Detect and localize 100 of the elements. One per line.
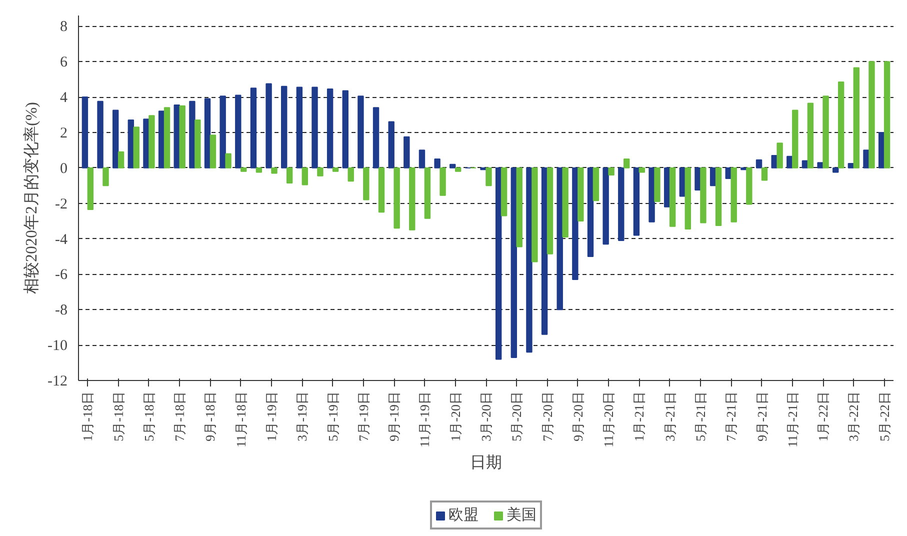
y-tick-label: -8 (55, 302, 68, 319)
bar (730, 167, 737, 222)
bar (409, 167, 416, 230)
bar (633, 167, 640, 236)
bar (807, 102, 814, 168)
bar (102, 167, 109, 186)
bar (317, 167, 324, 176)
bar (256, 167, 262, 173)
bar (348, 167, 354, 182)
x-tick-label: 1月-22日 (816, 391, 831, 442)
bar (332, 167, 339, 172)
bar (454, 167, 462, 172)
bar (271, 167, 278, 174)
bar (97, 100, 104, 168)
bar (654, 167, 660, 202)
y-axis-title: 相较2020年2月的变化率(%) (22, 102, 41, 294)
x-tick-label: 1月-19日 (264, 391, 280, 442)
bar (342, 90, 348, 168)
bar (700, 167, 706, 224)
bar (532, 167, 538, 262)
y-tick-label: 4 (60, 90, 68, 106)
bar (853, 67, 860, 168)
y-tick-label: -4 (55, 232, 68, 248)
x-tick-label: 11月-18日 (233, 391, 248, 448)
bar (669, 167, 676, 227)
bar (133, 126, 140, 168)
bar (792, 110, 798, 168)
bar (281, 86, 288, 168)
bar (618, 167, 624, 242)
x-tick-label: 7月-19日 (356, 391, 371, 442)
bar (179, 105, 186, 168)
bar (235, 94, 242, 168)
bar (204, 98, 211, 168)
bar (572, 167, 578, 280)
bar (164, 107, 170, 168)
y-tick-label: 8 (60, 19, 68, 36)
bar (210, 134, 216, 168)
bar (424, 167, 431, 219)
bar (715, 167, 722, 226)
y-tick-label: 2 (60, 125, 68, 142)
bar (624, 158, 630, 168)
bar (786, 156, 793, 168)
bar (608, 167, 614, 176)
bar (404, 136, 410, 168)
y-tick-label: -12 (48, 374, 68, 390)
bar (822, 96, 829, 168)
x-tick-label: 7月-20日 (540, 391, 555, 442)
bar (863, 150, 870, 168)
x-tick-label: 9月-21日 (754, 391, 770, 442)
x-tick-label: 1月-21日 (632, 391, 647, 442)
bar (868, 61, 875, 168)
bar (848, 162, 854, 168)
bar (746, 167, 752, 205)
x-axis-title: 日期 (470, 453, 502, 472)
x-tick-label: 9月-19日 (386, 391, 402, 442)
bar (592, 167, 600, 202)
y-tick-label: 6 (60, 54, 68, 71)
x-tick-label: 1月-18日 (80, 391, 96, 442)
x-tick-label: 5月-22日 (876, 391, 892, 442)
bar (128, 120, 134, 168)
bar (286, 167, 293, 184)
bar (526, 167, 532, 353)
x-tick-label: 3月-22日 (846, 391, 862, 442)
bar (194, 120, 201, 168)
bar (684, 167, 691, 230)
bar (486, 167, 492, 186)
bar (148, 115, 155, 168)
bar (82, 96, 88, 168)
bar (495, 167, 502, 360)
x-tick-label: 5月-21日 (692, 391, 708, 442)
x-tick-label: 5月-18日 (141, 391, 156, 442)
bar (302, 167, 308, 186)
bar (500, 167, 508, 216)
x-tick-label: 11月-19日 (417, 391, 432, 448)
x-tick-label: 9月-20日 (570, 391, 586, 442)
bar (817, 162, 824, 168)
y-tick-label: -10 (48, 338, 68, 354)
bar (832, 167, 839, 173)
bar (358, 96, 364, 168)
bar (516, 167, 522, 248)
bar (189, 100, 196, 168)
bar (388, 121, 394, 168)
bar (378, 167, 385, 213)
bar (326, 88, 334, 168)
x-tick-label: 1月-20日 (448, 391, 463, 442)
bar (761, 167, 768, 181)
bar (587, 167, 594, 257)
bar (112, 110, 119, 168)
bar (220, 96, 226, 168)
bar (602, 167, 609, 245)
x-tick-label: 5月-18日 (110, 391, 126, 442)
bar (541, 167, 548, 335)
bar (394, 167, 400, 229)
bar (372, 107, 380, 168)
y-tick-label: -6 (55, 267, 68, 284)
y-tick-label: -2 (55, 196, 68, 212)
legend-label: 美国 (506, 506, 536, 524)
bar (363, 167, 370, 200)
bar (225, 153, 232, 168)
bar (546, 167, 554, 254)
